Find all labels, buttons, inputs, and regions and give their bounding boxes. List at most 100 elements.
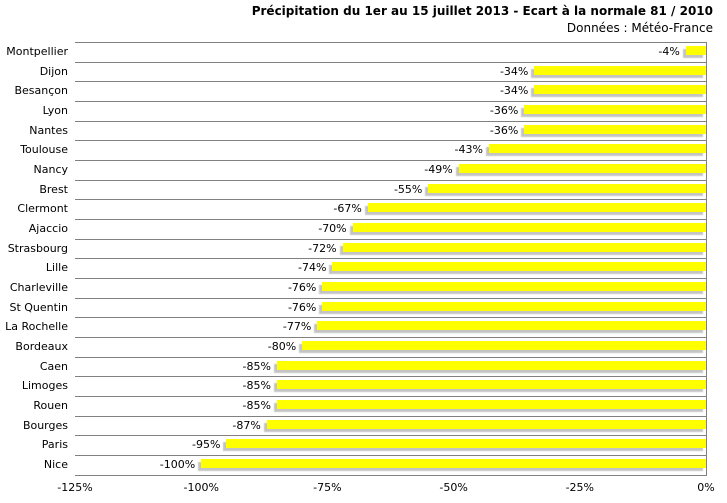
bar-row: Nancy -49% [34,160,706,180]
bar-row: Ajaccio -70% [29,219,706,239]
category-label: Bourges [22,418,68,432]
bar-row: Lyon -36% [43,101,706,121]
data-label: -70% [318,222,347,236]
data-label: -95% [192,438,221,452]
bar-row: Nice -100% [44,455,706,475]
category-label: Nancy [33,163,69,177]
bar-row: La Rochelle -77% [5,317,706,337]
category-label: Paris [41,438,68,452]
data-label: -36% [489,104,519,118]
data-label: -87% [232,418,261,432]
data-label: -4% [658,45,680,58]
data-bar [332,262,706,272]
data-bar [524,124,706,134]
bar-row: Bourges -87% [23,415,706,436]
data-bar [317,321,706,331]
bar-row: Strasbourg -72% [8,238,706,259]
x-tick-label: -75% [313,481,342,494]
category-label: Montpellier [6,45,68,58]
data-bar [266,419,706,429]
data-label: -85% [242,359,271,373]
category-label: Dijon [39,64,68,78]
data-label: -80% [267,340,297,354]
bar-row: Brest -55% [39,179,706,200]
data-bar [685,46,706,55]
category-label: Charleville [9,281,68,295]
data-bar [276,360,706,370]
bar-row: Rouen -85% [33,396,706,416]
data-bar [488,144,706,154]
data-label: -49% [424,163,453,177]
data-label: -77% [282,320,312,334]
category-label: Toulouse [20,143,68,157]
data-bar [276,400,706,410]
bar-row: Nantes -36% [29,120,706,141]
category-label: Brest [39,182,68,196]
data-bar [276,380,706,390]
data-label: -55% [393,182,423,196]
chart-subtitle: Données : Météo-France [566,21,713,35]
x-tick-label: -100% [183,481,219,494]
category-label: Caen [39,359,68,373]
data-label: -34% [499,84,529,98]
data-label: -85% [242,399,271,413]
bar-row: Toulouse -43% [20,140,706,160]
data-bar [534,85,706,95]
data-label: -85% [242,379,271,393]
bar-row: Lille -74% [46,258,706,278]
data-bar [367,203,706,213]
category-label: St Quentin [9,300,68,314]
data-bar [322,282,706,292]
bar-row: Besançon -34% [14,81,706,101]
bar-row: Dijon -34% [40,61,706,82]
x-tick-label: -125% [57,481,93,494]
bar-row: Limoges -85% [22,376,706,396]
data-bar [458,164,706,174]
data-bar [322,301,706,311]
bar-row: Charleville -76% [10,278,706,298]
x-axis: -125% -100% -75% -50% -25% 0% [57,481,714,497]
category-label: Bordeaux [15,340,68,354]
category-label: Lyon [42,104,68,118]
category-label: Rouen [33,399,68,413]
category-label: Nice [43,458,68,472]
data-bar [428,183,706,193]
data-label: -76% [287,300,317,314]
data-bar [226,439,706,449]
category-label: Clermont [17,202,68,216]
data-label: -76% [287,281,317,295]
x-tick-label: -50% [439,481,468,494]
bar-row: Bordeaux -80% [15,337,706,357]
data-label: -43% [454,143,483,157]
category-label: Lille [45,261,68,275]
category-label: Ajaccio [28,222,68,236]
data-bar [352,223,706,233]
chart-header: Précipitation du 1er au 15 juillet 2013 … [252,3,713,37]
data-label: -72% [308,241,337,255]
bar-row: Caen -85% [40,356,706,377]
x-tick-label: 0% [697,481,715,494]
category-label: Nantes [29,123,68,137]
data-label: -34% [499,64,529,78]
data-label: -36% [489,123,519,137]
category-label: Besançon [14,84,68,98]
plot-area: Montpellier -4% Dijon -34% Besançon -34% Lyon -… [5,42,707,476]
chart-title: Précipitation du 1er au 15 juillet 2013 … [251,4,713,18]
bar-row: Paris -95% [42,435,706,455]
bar-row: Clermont -67% [17,199,706,219]
category-label: Strasbourg [7,241,68,255]
data-label: -74% [298,261,327,275]
data-label: -67% [333,202,362,216]
data-bar [534,65,706,75]
data-bar [342,242,706,252]
category-label: Limoges [21,379,68,393]
data-label: -100% [159,458,196,472]
category-label: La Rochelle [5,320,68,334]
data-bar [201,459,706,469]
data-bar [302,341,706,351]
bar-row: Montpellier -4% [6,42,706,62]
bar-row: St Quentin -76% [9,297,706,318]
x-tick-label: -25% [565,481,595,494]
data-bar [524,105,706,115]
